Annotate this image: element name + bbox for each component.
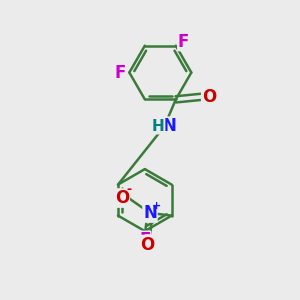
Text: H: H: [152, 119, 165, 134]
Text: F: F: [114, 64, 126, 82]
Text: N: N: [143, 204, 157, 222]
Text: O: O: [140, 236, 154, 253]
Text: O: O: [202, 88, 216, 106]
Text: +: +: [152, 201, 161, 211]
Text: F: F: [178, 32, 189, 50]
Text: F: F: [139, 231, 151, 249]
Text: O: O: [115, 189, 129, 207]
Text: N: N: [163, 117, 177, 135]
Text: -: -: [126, 183, 131, 196]
